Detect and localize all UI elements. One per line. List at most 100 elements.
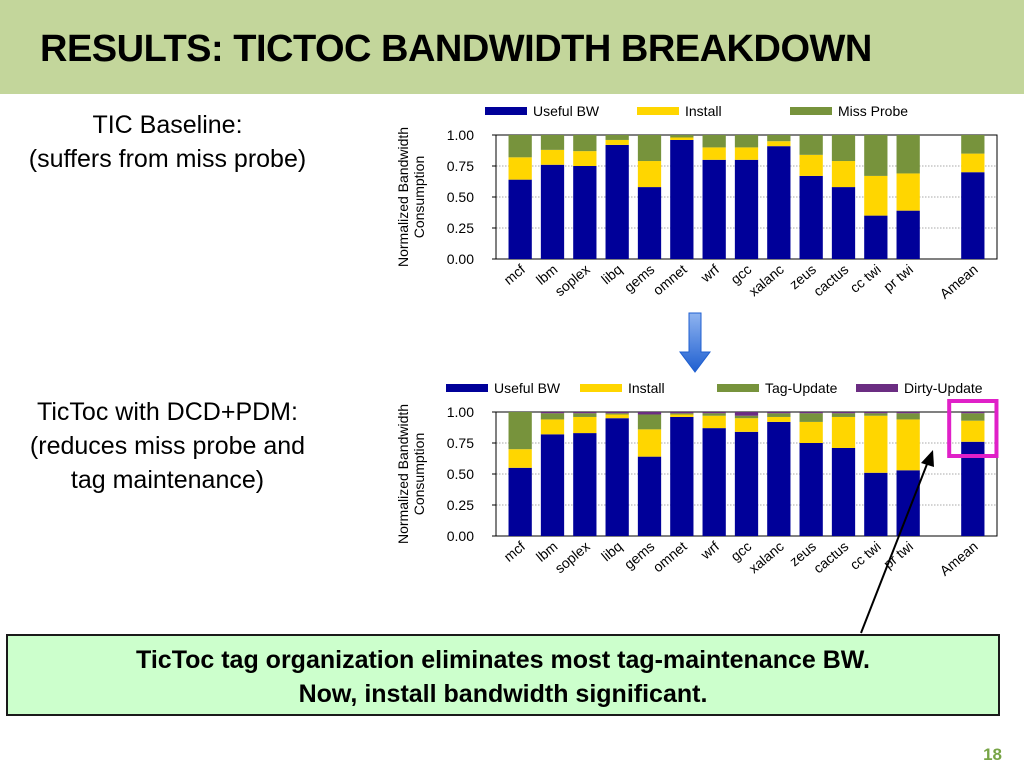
bar-tag-update-lbm <box>540 413 565 420</box>
bar-useful-bw-zeus <box>799 175 823 259</box>
bar-miss-probe-lbm <box>540 135 565 150</box>
bar-tag-update-gems <box>637 414 662 430</box>
bar-useful-bw-omnet <box>670 416 694 536</box>
y-tick-label: 1.00 <box>447 127 474 143</box>
y-tick-label: 1.00 <box>447 404 474 420</box>
y-tick-label: 0.50 <box>447 189 474 205</box>
bar-useful-bw-omnet <box>670 139 694 259</box>
bar-tag-update-omnet <box>670 413 694 415</box>
bar-useful-bw-lbm <box>540 164 565 259</box>
bar-install-pr-twi <box>896 419 920 471</box>
bar-tag-update-zeus <box>799 413 823 422</box>
bar-useful-bw-amean <box>961 172 985 259</box>
y-tick-label: 0.00 <box>447 251 474 267</box>
tic-baseline-chart: 0.00 0.25 0.50 0.75 1.00 Normalized Bandwidth… <box>380 98 1020 318</box>
bar-useful-bw-libq <box>605 144 629 259</box>
conclusion-callout: TicToc tag organization eliminates most … <box>6 634 1000 716</box>
bar-useful-bw-wrf <box>702 428 726 536</box>
bar-install-xalanc <box>767 416 791 422</box>
y-tick-label: 0.00 <box>447 528 474 544</box>
bar-install-wrf <box>702 415 726 429</box>
bar-useful-bw-xalanc <box>767 146 791 259</box>
bar-tag-update-soplex <box>573 413 597 417</box>
bar-useful-bw-lbm <box>540 434 565 536</box>
caption-line: (suffers from miss probe) <box>28 145 307 173</box>
bar-useful-bw-pr-twi <box>896 470 920 536</box>
x-tick-label: wrf <box>697 261 722 286</box>
bar-miss-probe-zeus <box>799 135 823 155</box>
bar-dirty-update-wrf <box>702 412 726 414</box>
bar-useful-bw-cactus <box>831 187 856 259</box>
x-tick-label: Amean <box>936 538 980 579</box>
y-axis-label: Normalized BandwidthConsumption <box>395 127 427 267</box>
bar-useful-bw-zeus <box>799 443 823 536</box>
slide-title: RESULTS: TICTOC BANDWIDTH BREAKDOWN <box>40 28 872 70</box>
bar-install-gcc <box>734 147 759 160</box>
bar-useful-bw-soplex <box>573 433 597 536</box>
bar-miss-probe-soplex <box>573 135 597 152</box>
x-tick-label: cc twi <box>847 261 884 296</box>
title-bar: RESULTS: TICTOC BANDWIDTH BREAKDOWN <box>0 0 1024 94</box>
legend-label-miss-probe: Miss Probe <box>838 103 908 119</box>
bar-miss-probe-wrf <box>702 135 726 148</box>
x-tick-label: xalanc <box>745 261 786 299</box>
legend-swatch-install <box>580 384 622 392</box>
bar-install-zeus <box>799 154 823 176</box>
bar-miss-probe-libq <box>605 135 629 140</box>
bar-dirty-update-soplex <box>573 412 597 414</box>
slide-number: 18 <box>983 745 1002 764</box>
legend-label-install: Install <box>685 103 722 119</box>
x-tick-label: cactus <box>810 538 851 576</box>
caption-line: TIC Baseline: <box>92 111 243 139</box>
callout-line: TicToc tag organization eliminates most … <box>136 646 870 674</box>
bar-useful-bw-gems <box>637 456 662 536</box>
bar-tag-update-cc-twi <box>864 413 888 416</box>
bar-tag-update-gcc <box>734 415 759 419</box>
tic-baseline-caption: TIC Baseline: (suffers from miss probe) <box>0 108 335 176</box>
bar-install-soplex <box>573 416 597 434</box>
bar-install-gems <box>637 161 662 188</box>
bar-useful-bw-xalanc <box>767 421 791 536</box>
bar-install-xalanc <box>767 141 791 147</box>
y-tick-label: 0.50 <box>447 466 474 482</box>
bar-install-zeus <box>799 421 823 443</box>
bar-useful-bw-amean <box>961 441 985 536</box>
bar-useful-bw-gcc <box>734 431 759 536</box>
bar-useful-bw-soplex <box>573 166 597 259</box>
bar-useful-bw-mcf <box>508 179 532 259</box>
bar-miss-probe-gcc <box>734 135 759 148</box>
x-tick-label: pr twi <box>880 261 916 295</box>
y-axis-label: Normalized BandwidthConsumption <box>395 404 427 544</box>
bar-tag-update-libq <box>605 413 629 415</box>
bar-dirty-update-gcc <box>734 412 759 416</box>
bar-dirty-update-xalanc <box>767 412 791 414</box>
bar-miss-probe-pr-twi <box>896 135 920 174</box>
bar-install-cc-twi <box>864 175 888 216</box>
callout-line: Now, install bandwidth significant. <box>298 680 708 708</box>
bar-install-gems <box>637 429 662 457</box>
bar-install-omnet <box>670 137 694 140</box>
x-tick-label: omnet <box>650 538 690 575</box>
bar-install-amean <box>961 153 985 173</box>
legend-swatch-useful-bw <box>446 384 488 392</box>
x-tick-label: soplex <box>551 538 592 576</box>
bar-useful-bw-cactus <box>831 447 856 536</box>
down-arrow-icon <box>679 312 711 373</box>
bar-miss-probe-xalanc <box>767 135 791 142</box>
bar-install-cactus <box>831 161 856 188</box>
bar-tag-update-cactus <box>831 413 856 417</box>
bar-install-mcf <box>508 157 532 180</box>
bar-install-amean <box>961 420 985 442</box>
legend-label-dirty-update: Dirty-Update <box>904 380 983 396</box>
bar-install-cactus <box>831 416 856 448</box>
bar-dirty-update-omnet <box>670 412 694 414</box>
bar-useful-bw-libq <box>605 418 629 536</box>
bar-tag-update-mcf <box>508 412 532 450</box>
highlight-box <box>947 399 999 458</box>
bar-miss-probe-mcf <box>508 135 532 158</box>
bar-install-mcf <box>508 449 532 468</box>
legend-swatch-tag-update <box>717 384 759 392</box>
bar-useful-bw-wrf <box>702 159 726 259</box>
bar-miss-probe-cactus <box>831 135 856 162</box>
bar-useful-bw-cc-twi <box>864 472 888 536</box>
